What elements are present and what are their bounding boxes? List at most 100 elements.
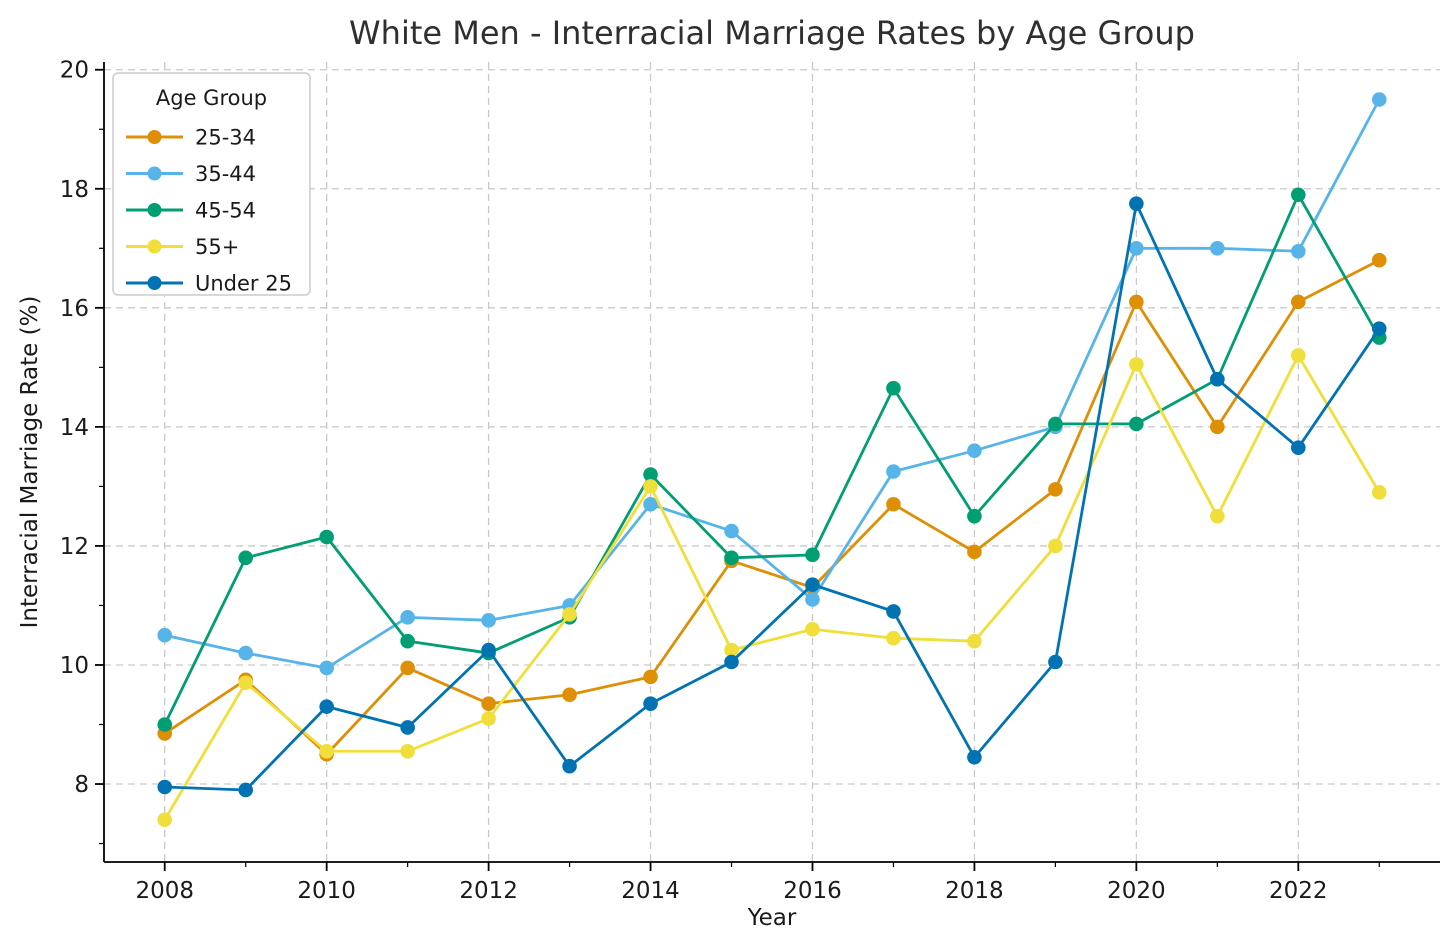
legend-marker-dot xyxy=(147,203,162,217)
point-Under 25-2023 xyxy=(1371,321,1387,336)
point-Under 25-2016 xyxy=(805,577,820,592)
point-45-54-2017 xyxy=(886,380,901,396)
point-Under 25-2010 xyxy=(319,699,334,714)
y-tick-label: 16 xyxy=(60,296,89,322)
legend-title: Age Group xyxy=(156,86,267,110)
legend-item-Under 25: Under 25 xyxy=(126,272,292,296)
x-tick-label: 2012 xyxy=(459,878,518,904)
point-35-44-2020 xyxy=(1129,241,1144,256)
point-35-44-2017 xyxy=(886,464,901,479)
point-55+-2015 xyxy=(724,642,739,658)
legend-marker-dot xyxy=(147,276,162,290)
legend-item-label: 45-54 xyxy=(195,199,256,223)
legend-marker-dot xyxy=(147,166,162,181)
point-25-34-2017 xyxy=(886,496,901,512)
point-35-44-2015 xyxy=(724,523,739,539)
point-45-54-2009 xyxy=(238,550,253,566)
x-tick-label: 2018 xyxy=(945,878,1004,904)
point-Under 25-2014 xyxy=(643,696,658,711)
point-55+-2016 xyxy=(805,621,820,637)
legend-item-25-34: 25-34 xyxy=(126,126,256,150)
point-55+-2008 xyxy=(157,812,173,828)
point-Under 25-2018 xyxy=(967,749,982,765)
x-axis-label: Year xyxy=(747,905,797,931)
series-45-54 xyxy=(157,187,1387,732)
point-35-44-2011 xyxy=(400,610,415,625)
x-tick-label: 2020 xyxy=(1107,878,1166,904)
point-25-34-2014 xyxy=(643,669,658,685)
point-35-44-2023 xyxy=(1371,92,1387,107)
point-25-34-2020 xyxy=(1129,294,1144,310)
point-55+-2022 xyxy=(1291,348,1306,363)
point-35-44-2016 xyxy=(805,592,820,607)
axis-ticks xyxy=(95,68,1380,871)
point-55+-2017 xyxy=(886,630,901,646)
x-tick-label: 2010 xyxy=(297,878,356,904)
y-tick-label: 20 xyxy=(60,58,89,84)
point-Under 25-2017 xyxy=(886,604,901,619)
point-55+-2013 xyxy=(562,607,577,622)
series-line-35-44 xyxy=(164,98,1381,670)
point-Under 25-2013 xyxy=(562,758,577,774)
y-tick-label: 14 xyxy=(60,415,89,441)
legend: Age Group 25-34 35-44 45-54 55+ Under 25 xyxy=(112,72,311,296)
point-45-54-2020 xyxy=(1129,416,1144,432)
point-55+-2012 xyxy=(481,711,496,726)
y-tick-label: 10 xyxy=(60,653,89,679)
point-55+-2011 xyxy=(400,743,415,759)
legend-item-45-54: 45-54 xyxy=(126,199,256,223)
point-55+-2018 xyxy=(967,633,982,649)
point-45-54-2014 xyxy=(643,467,658,482)
point-Under 25-2008 xyxy=(157,779,173,795)
point-45-54-2018 xyxy=(967,508,982,524)
point-25-34-2011 xyxy=(400,660,415,676)
series-line-25-34 xyxy=(163,258,1380,756)
legend-item-35-44: 35-44 xyxy=(126,162,256,186)
point-45-54-2008 xyxy=(157,717,173,732)
legend-marker-dot xyxy=(147,130,162,144)
point-45-54-2022 xyxy=(1291,187,1306,203)
series-55+ xyxy=(157,348,1387,828)
x-tick-label: 2022 xyxy=(1269,878,1328,904)
y-tick-label: 8 xyxy=(74,772,89,798)
legend-box xyxy=(112,72,311,296)
point-25-34-2019 xyxy=(1048,482,1063,497)
series-line-55+ xyxy=(163,354,1381,821)
point-55+-2023 xyxy=(1371,485,1387,500)
point-55+-2009 xyxy=(238,675,253,691)
point-Under 25-2022 xyxy=(1291,440,1306,456)
point-Under 25-2019 xyxy=(1048,654,1063,670)
point-35-44-2018 xyxy=(967,443,982,458)
legend-marker-dot xyxy=(147,239,162,254)
series-35-44 xyxy=(157,92,1387,676)
point-45-54-2015 xyxy=(724,550,739,566)
legend-item-label: 25-34 xyxy=(195,126,256,150)
point-45-54-2019 xyxy=(1048,416,1063,432)
point-35-44-2012 xyxy=(481,613,496,628)
x-tick-label: 2016 xyxy=(783,878,842,904)
point-35-44-2022 xyxy=(1291,243,1306,259)
point-Under 25-2021 xyxy=(1210,371,1225,387)
point-35-44-2009 xyxy=(238,645,253,661)
series-line-Under 25 xyxy=(164,202,1381,792)
point-35-44-2008 xyxy=(157,627,173,643)
point-45-54-2016 xyxy=(805,547,820,563)
point-55+-2021 xyxy=(1210,508,1225,524)
point-35-44-2014 xyxy=(643,496,658,512)
point-55+-2019 xyxy=(1048,538,1063,554)
y-tick-label: 18 xyxy=(60,177,89,203)
point-Under 25-2012 xyxy=(481,642,496,658)
series-25-34 xyxy=(157,252,1387,762)
chart-title: White Men - Interracial Marriage Rates b… xyxy=(349,14,1195,52)
point-25-34-2023 xyxy=(1371,252,1387,268)
point-25-34-2022 xyxy=(1291,294,1306,310)
point-Under 25-2011 xyxy=(400,720,415,735)
series-line-45-54 xyxy=(163,193,1381,726)
point-35-44-2021 xyxy=(1210,241,1225,256)
series-Under 25 xyxy=(157,196,1387,798)
legend-item-55+: 55+ xyxy=(126,235,239,259)
point-45-54-2010 xyxy=(319,529,334,545)
point-25-34-2021 xyxy=(1210,419,1225,435)
